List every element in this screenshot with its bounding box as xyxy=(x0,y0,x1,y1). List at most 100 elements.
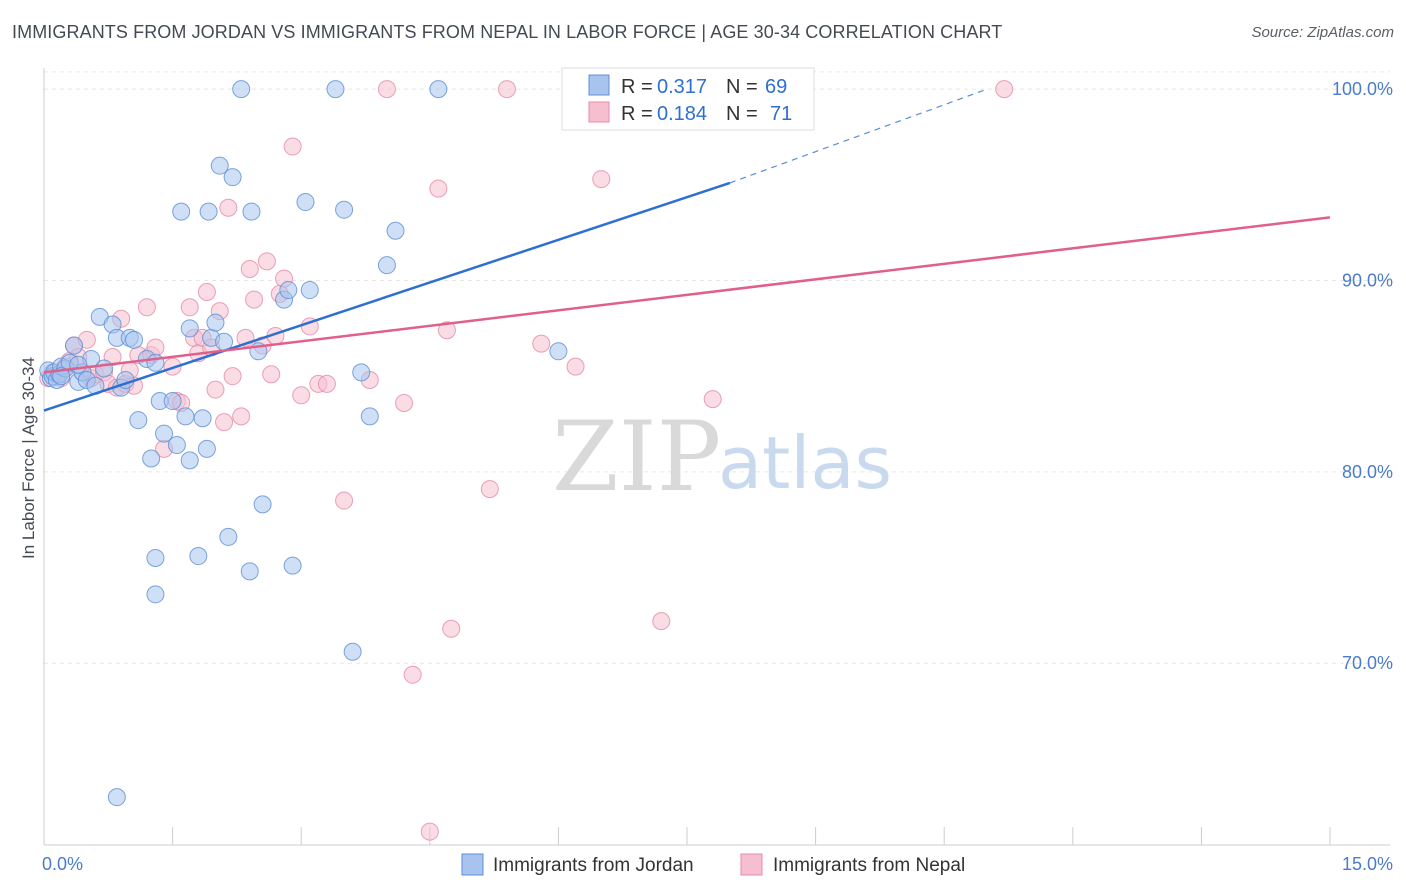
point-jordan xyxy=(240,562,259,581)
point-nepal xyxy=(180,298,199,317)
point-nepal xyxy=(215,413,234,432)
y-tick-label: 90.0% xyxy=(1342,270,1393,290)
legend-n-label-jordan: N = xyxy=(726,76,758,98)
point-jordan xyxy=(180,451,199,470)
point-nepal xyxy=(995,80,1014,99)
point-jordan xyxy=(206,313,225,332)
point-nepal xyxy=(497,80,516,99)
stats-legend: R = 0.317 N = 69 R = 0.184 N = 71 xyxy=(561,67,815,131)
point-jordan xyxy=(146,353,165,372)
point-nepal xyxy=(652,612,671,631)
point-nepal xyxy=(429,179,448,198)
point-jordan xyxy=(343,642,362,661)
point-jordan xyxy=(65,336,84,355)
point-nepal xyxy=(437,321,456,340)
point-jordan xyxy=(335,200,354,219)
point-jordan xyxy=(125,330,144,349)
point-nepal xyxy=(232,407,251,426)
tick-labels: 70.0% 80.0% 90.0% 100.0% 0.0% 15.0% xyxy=(42,79,1393,874)
x-tick-label: 15.0% xyxy=(1342,854,1393,874)
point-jordan xyxy=(95,359,114,378)
point-nepal xyxy=(197,282,216,301)
series-legend: Immigrants from Jordan Immigrants from N… xyxy=(461,853,965,876)
point-nepal xyxy=(592,170,611,189)
point-nepal xyxy=(703,390,722,409)
point-nepal xyxy=(335,491,354,510)
point-jordan xyxy=(163,392,182,411)
point-jordan xyxy=(199,202,218,221)
point-jordan xyxy=(146,585,165,604)
point-nepal xyxy=(262,365,281,384)
point-jordan xyxy=(279,281,298,300)
source-label: Source: ZipAtlas.com xyxy=(1251,24,1394,41)
trend-line-jordan-extension xyxy=(729,88,988,184)
point-nepal xyxy=(377,80,396,99)
point-nepal xyxy=(403,665,422,684)
point-nepal xyxy=(245,290,264,309)
bottom-legend-jordan: Immigrants from Jordan xyxy=(493,855,694,876)
legend-r-value-jordan: 0.317 xyxy=(657,76,707,98)
y-tick-label: 80.0% xyxy=(1342,462,1393,482)
watermark-atlas: atlas xyxy=(718,421,892,505)
x-tick-label: 0.0% xyxy=(42,854,83,874)
point-nepal xyxy=(292,386,311,405)
point-jordan xyxy=(219,527,238,546)
legend-r-label-nepal: R = xyxy=(621,103,653,125)
point-nepal xyxy=(240,260,259,279)
point-jordan xyxy=(210,156,229,175)
point-jordan xyxy=(549,342,568,361)
point-jordan xyxy=(223,168,242,187)
point-jordan xyxy=(429,80,448,99)
point-jordan xyxy=(189,547,208,566)
point-jordan xyxy=(172,202,191,221)
point-nepal xyxy=(219,198,238,217)
trend-line-jordan xyxy=(43,181,731,412)
point-jordan xyxy=(386,221,405,240)
point-nepal xyxy=(566,357,585,376)
trend-lines xyxy=(43,88,1331,412)
point-jordan xyxy=(107,788,126,807)
point-jordan xyxy=(155,424,174,443)
point-jordan xyxy=(167,436,186,455)
watermark-zip: ZIP xyxy=(552,401,721,513)
point-jordan xyxy=(146,548,165,567)
point-jordan xyxy=(242,202,261,221)
point-jordan xyxy=(129,411,148,430)
trend-line-nepal xyxy=(43,216,1331,374)
point-nepal xyxy=(223,367,242,386)
y-tick-label: 70.0% xyxy=(1342,653,1393,673)
point-nepal xyxy=(317,374,336,393)
point-jordan xyxy=(180,319,199,338)
point-jordan xyxy=(283,556,302,575)
legend-r-label-jordan: R = xyxy=(621,76,653,98)
chart-title: IMMIGRANTS FROM JORDAN VS IMMIGRANTS FRO… xyxy=(12,22,1003,42)
point-jordan xyxy=(193,409,212,428)
y-tick-label: 100.0% xyxy=(1332,79,1393,99)
bottom-legend-swatch-nepal xyxy=(740,853,763,876)
point-nepal xyxy=(480,480,499,499)
legend-swatch-nepal xyxy=(588,101,610,123)
point-jordan xyxy=(232,80,251,99)
point-jordan xyxy=(300,281,319,300)
point-jordan xyxy=(197,439,216,458)
point-nepal xyxy=(442,619,461,638)
point-jordan xyxy=(326,80,345,99)
legend-r-value-nepal: 0.184 xyxy=(657,103,707,125)
legend-n-value-jordan: 69 xyxy=(765,76,787,98)
point-jordan xyxy=(352,363,371,382)
legend-n-value-nepal: 71 xyxy=(770,103,792,125)
point-jordan xyxy=(69,355,88,374)
point-jordan xyxy=(377,256,396,275)
legend-swatch-jordan xyxy=(588,74,610,96)
point-nepal xyxy=(420,822,439,841)
bottom-legend-nepal: Immigrants from Nepal xyxy=(773,855,965,876)
y-axis-label: In Labor Force | Age 30-34 xyxy=(19,357,38,559)
point-nepal xyxy=(532,334,551,353)
point-jordan xyxy=(176,407,195,426)
point-nepal xyxy=(283,137,302,156)
point-jordan xyxy=(360,407,379,426)
point-nepal xyxy=(395,393,414,412)
point-jordan xyxy=(142,449,161,468)
point-jordan xyxy=(253,495,272,514)
